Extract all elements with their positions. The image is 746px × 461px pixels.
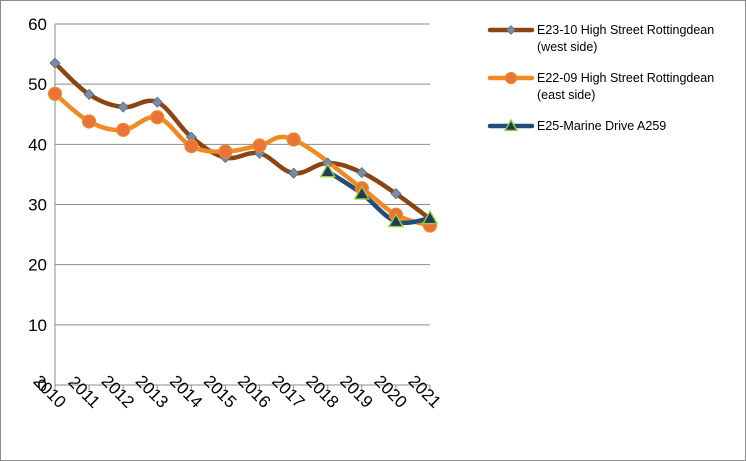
legend-label: E23-10 High Street Rottingdean bbox=[537, 23, 714, 37]
legend-label: E22-09 High Street Rottingdean bbox=[537, 71, 714, 85]
series-line-3 bbox=[325, 169, 433, 226]
x-tick-label: 2021 bbox=[405, 372, 445, 412]
series-2-point bbox=[286, 132, 301, 147]
series-3-point bbox=[319, 162, 336, 178]
legend-label: E25-Marine Drive A259 bbox=[537, 119, 666, 133]
x-tick-label: 2012 bbox=[98, 372, 138, 412]
y-tick-label: 10 bbox=[28, 316, 47, 335]
y-tick-label: 0 bbox=[38, 376, 47, 395]
series-1-point bbox=[117, 101, 129, 113]
series-3-point bbox=[387, 212, 405, 228]
y-tick-label: 50 bbox=[28, 75, 47, 94]
series-3-point bbox=[421, 209, 439, 225]
x-tick-label: 2019 bbox=[336, 372, 376, 412]
x-tick-label: 2010 bbox=[30, 372, 70, 412]
series-1-point bbox=[49, 57, 61, 69]
series-2-point bbox=[150, 110, 165, 125]
x-tick-label: 2017 bbox=[268, 372, 308, 412]
y-tick-label: 40 bbox=[28, 135, 47, 154]
x-tick-label: 2014 bbox=[166, 372, 206, 412]
series-3-point bbox=[353, 185, 371, 200]
series-1-point bbox=[356, 167, 368, 179]
series-2-point bbox=[218, 144, 233, 159]
x-tick-label: 2018 bbox=[302, 372, 342, 412]
series-2-point bbox=[47, 86, 63, 101]
x-tick-label: 2015 bbox=[200, 372, 240, 412]
y-tick-label: 30 bbox=[28, 196, 47, 215]
legend-marker-2 bbox=[504, 71, 518, 85]
series-1-point bbox=[151, 96, 163, 108]
y-tick-label: 60 bbox=[28, 15, 47, 34]
series-1-point bbox=[288, 167, 300, 179]
x-tick-label: 2016 bbox=[234, 372, 274, 412]
x-tick-label: 2013 bbox=[132, 372, 172, 412]
legend-marker-3 bbox=[503, 118, 519, 132]
y-tick-label: 20 bbox=[28, 256, 47, 275]
series-2-point bbox=[252, 138, 267, 153]
series-1-point bbox=[390, 188, 402, 200]
legend-label: (east side) bbox=[537, 88, 595, 102]
legend-marker-1 bbox=[506, 25, 516, 35]
series-2-point bbox=[116, 122, 131, 137]
x-tick-label: 2020 bbox=[370, 372, 410, 412]
x-tick-label: 2011 bbox=[65, 372, 104, 411]
legend-label: (west side) bbox=[537, 40, 597, 54]
series-2-point bbox=[184, 139, 199, 154]
series-2-point bbox=[81, 114, 97, 129]
series-1-point bbox=[83, 88, 95, 100]
